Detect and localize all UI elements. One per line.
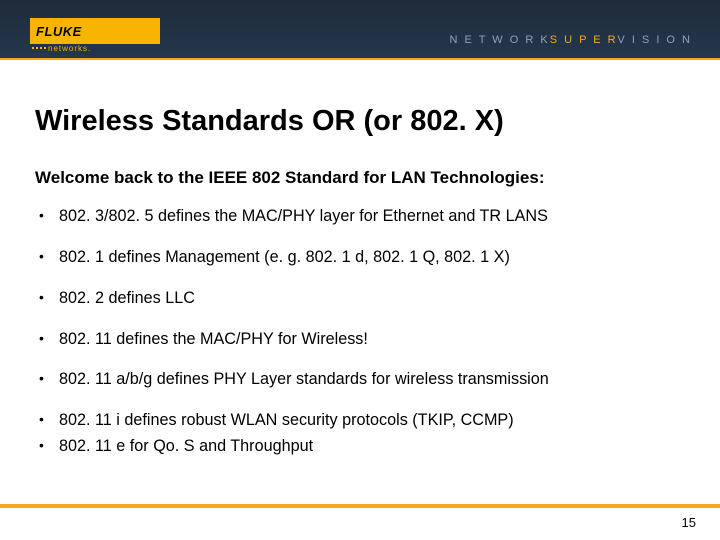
- tagline-post: V I S I O N: [617, 34, 692, 46]
- list-item: 802. 1 defines Management (e. g. 802. 1 …: [35, 247, 685, 269]
- logo-dots-icon: [32, 47, 46, 49]
- tagline-pre: N E T W O R K: [450, 34, 550, 46]
- bullet-list: 802. 3/802. 5 defines the MAC/PHY layer …: [35, 206, 685, 458]
- subtitle: Welcome back to the IEEE 802 Standard fo…: [35, 168, 685, 188]
- tagline: N E T W O R KS U P E RV I S I O N: [450, 34, 692, 46]
- list-item: 802. 11 defines the MAC/PHY for Wireless…: [35, 329, 685, 351]
- tagline-highlight: S U P E R: [550, 34, 618, 46]
- page-number: 15: [682, 515, 696, 530]
- list-item: 802. 11 i defines robust WLAN security p…: [35, 410, 685, 432]
- list-item: 802. 3/802. 5 defines the MAC/PHY layer …: [35, 206, 685, 228]
- slide: FLUKE networks. N E T W O R KS U P E RV …: [0, 0, 720, 540]
- logo-subtext: networks.: [48, 44, 91, 53]
- header: FLUKE networks. N E T W O R KS U P E RV …: [0, 0, 720, 60]
- header-accent-line: [0, 58, 720, 60]
- content-area: Welcome back to the IEEE 802 Standard fo…: [35, 168, 685, 477]
- list-item: 802. 11 a/b/g defines PHY Layer standard…: [35, 369, 685, 391]
- footer-accent-line: [0, 504, 720, 508]
- logo-text: FLUKE: [36, 24, 82, 39]
- slide-title: Wireless Standards OR (or 802. X): [35, 105, 504, 138]
- list-item: 802. 11 e for Qo. S and Throughput: [35, 436, 685, 458]
- logo: FLUKE: [30, 18, 160, 44]
- list-item: 802. 2 defines LLC: [35, 288, 685, 310]
